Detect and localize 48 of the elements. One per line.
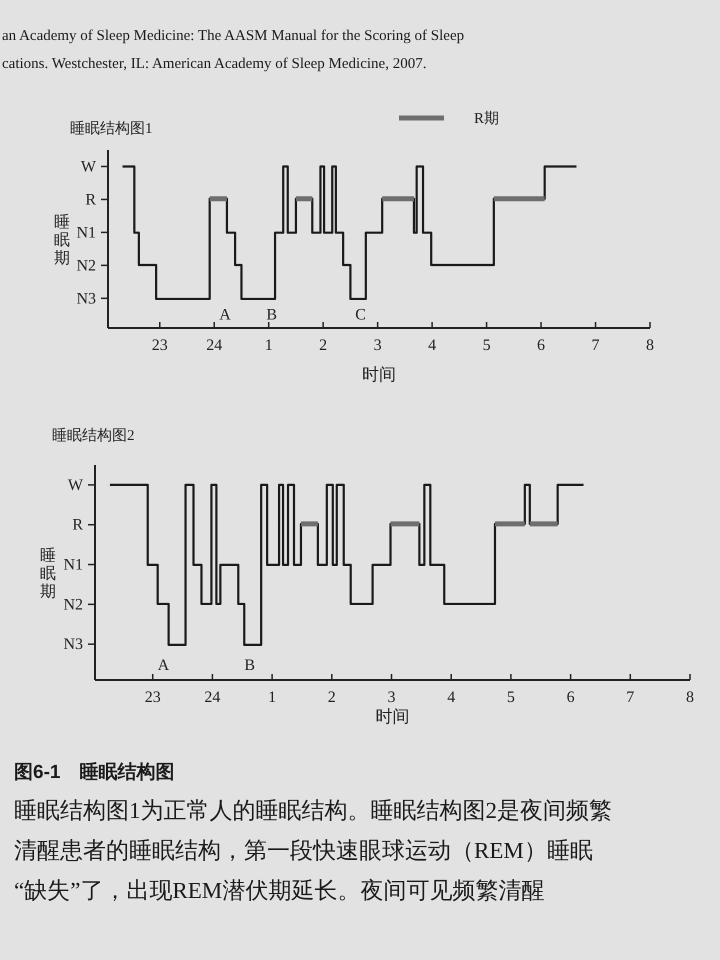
- y-axis-title: 睡眠期: [54, 213, 70, 267]
- x-tick-label: 7: [626, 689, 634, 706]
- category-label: W: [68, 476, 83, 494]
- text: an Academy of Sleep Medicine: The AASM Manual for the Scoring of Sleep: [2, 28, 464, 44]
- x-tick-label: 1: [264, 337, 273, 354]
- annotation: B: [266, 306, 278, 324]
- x-tick-label: 6: [566, 689, 575, 706]
- category-label: N3: [63, 636, 83, 654]
- legend-label: R期: [474, 110, 500, 127]
- text: 清醒患者的睡眠结构，第一段快速眼球运动（REM）睡眠: [14, 838, 593, 863]
- x-tick-label: 5: [482, 337, 491, 354]
- category-label: N1: [63, 556, 83, 574]
- x-tick-label: 7: [592, 337, 600, 354]
- category-label: N2: [63, 596, 83, 614]
- chart-title: 睡眠结构图2: [52, 427, 134, 444]
- x-tick-label: 5: [506, 689, 515, 706]
- text: cations. Westchester, IL: American Academy of Sleep Medicine, 2007.: [2, 56, 426, 72]
- x-tick-label: 4: [428, 337, 436, 354]
- x-tick-label: 4: [447, 689, 456, 706]
- x-tick-label: 2: [319, 337, 328, 354]
- annotation: A: [219, 306, 232, 324]
- annotation: C: [355, 306, 366, 324]
- category-label: R: [72, 516, 83, 534]
- chart-title: 睡眠结构图1: [70, 120, 152, 137]
- x-axis-title: 时间: [376, 707, 410, 726]
- x-tick-label: 8: [686, 689, 694, 706]
- text: 睡眠结构图1为正常人的睡眠结构。睡眠结构图2是夜间频繁: [14, 798, 612, 823]
- annotation: B: [244, 657, 256, 674]
- category-label: W: [80, 158, 96, 176]
- x-tick-label: 6: [537, 337, 546, 354]
- x-tick-label: 24: [204, 689, 220, 706]
- text: “缺失”了，出现REM潜伏期延长。夜间可见频繁清醒: [14, 878, 544, 903]
- x-tick-label: 23: [152, 337, 168, 354]
- x-tick-label: 1: [268, 689, 276, 706]
- x-tick-label: 8: [646, 337, 654, 354]
- x-tick-label: 23: [144, 689, 161, 706]
- category-label: R: [85, 191, 96, 208]
- y-axis-title: 睡眠期: [40, 546, 56, 600]
- category-label: N3: [76, 290, 96, 308]
- category-label: N2: [76, 257, 96, 274]
- annotation: A: [158, 657, 170, 674]
- category-label: N1: [76, 224, 96, 242]
- x-tick-label: 2: [328, 689, 336, 706]
- x-tick-label: 3: [388, 689, 396, 706]
- x-tick-label: 3: [374, 337, 382, 354]
- x-axis-title: 时间: [362, 365, 396, 384]
- caption: 图6-1 睡眠结构图: [14, 761, 174, 783]
- x-tick-label: 24: [206, 337, 222, 354]
